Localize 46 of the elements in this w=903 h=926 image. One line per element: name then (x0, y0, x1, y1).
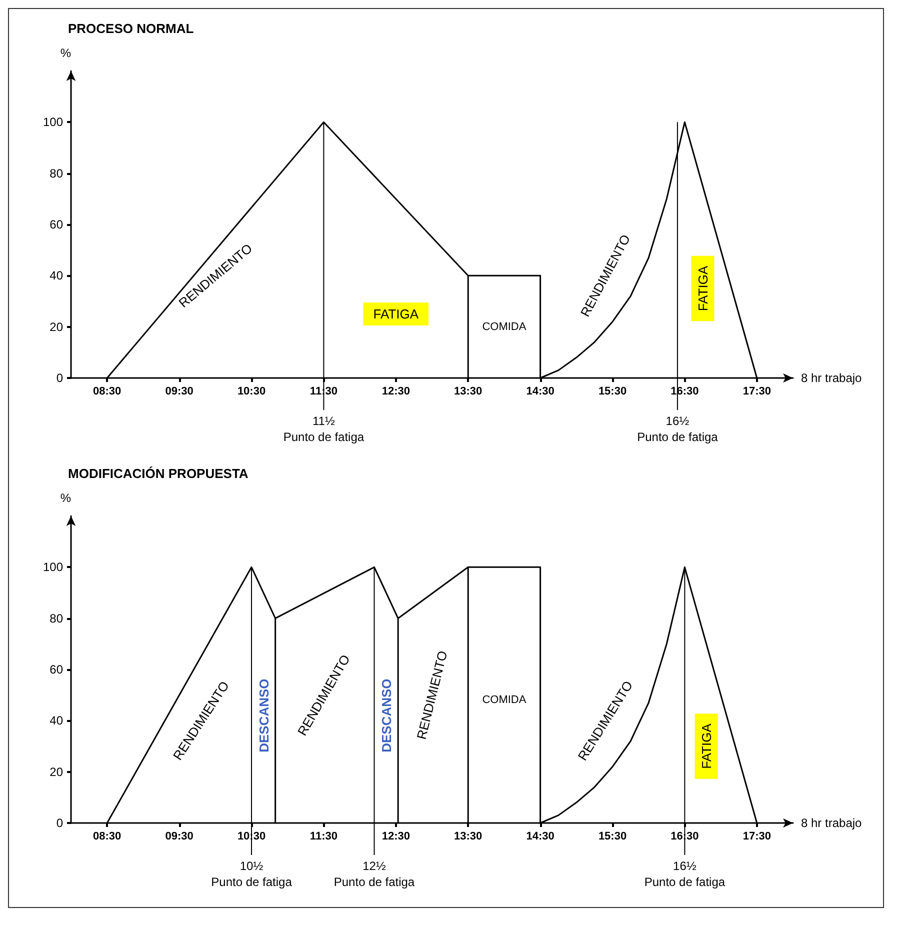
ref-line-label: 16½ Punto de fatiga (637, 414, 718, 444)
x-tick-label: 13:30 (454, 830, 482, 842)
x-tick-label: 14:30 (526, 830, 554, 842)
y-axis-title: % (60, 491, 72, 505)
annotation: FATIGA (695, 265, 710, 312)
x-tick-label: 08:30 (93, 830, 122, 842)
x-tick-label: 09:30 (165, 386, 194, 398)
annotation: FATIGA (698, 723, 714, 769)
y-tick-label: 40 (50, 268, 64, 283)
x-axis-title: 8 hr trabajo (801, 816, 862, 830)
chart-title: MODIFICACIÓN PROPUESTA (68, 466, 249, 481)
chart-title: PROCESO NORMAL (68, 21, 194, 36)
x-tick-label: 14:30 (526, 386, 554, 398)
annotation: DESCANSO (256, 678, 272, 752)
y-tick-label: 60 (50, 662, 64, 676)
annotation: COMIDA (482, 694, 527, 706)
annotation: FATIGA (373, 306, 419, 322)
x-tick-label: 13:30 (454, 386, 482, 398)
x-tick-label: 15:30 (598, 386, 627, 398)
x-tick-label: 10:30 (237, 386, 266, 398)
x-tick-label: 12:30 (382, 386, 410, 398)
x-tick-label: 09:30 (165, 830, 194, 842)
x-tick-label: 17:30 (742, 386, 771, 398)
ref-line-label: 11½ Punto de fatiga (283, 414, 364, 444)
ref-line-label: 16½ Punto de fatiga (644, 859, 726, 889)
annotation: DESCANSO (379, 678, 394, 752)
y-tick-label: 80 (50, 166, 64, 180)
y-tick-label: 0 (56, 816, 64, 830)
y-tick-label: 80 (50, 611, 64, 626)
y-tick-label: 60 (50, 218, 64, 232)
x-tick-label: 11:30 (310, 830, 338, 842)
y-tick-label: 20 (50, 764, 64, 779)
y-tick-label: 100 (42, 560, 64, 574)
ref-line-label: 10½ Punto de fatiga (211, 859, 292, 889)
x-tick-label: 08:30 (93, 386, 122, 398)
y-tick-label: 40 (50, 714, 64, 728)
annotation: COMIDA (482, 320, 527, 333)
y-tick-label: 20 (50, 320, 64, 334)
y-tick-label: 100 (42, 115, 64, 130)
x-axis-title: 8 hr trabajo (801, 371, 862, 385)
y-tick-label: 0 (56, 371, 64, 385)
y-axis-title: % (60, 46, 72, 60)
x-tick-label: 12:30 (382, 830, 410, 842)
ref-line-label: 12½ Punto de fatiga (334, 859, 415, 889)
x-tick-label: 17:30 (742, 830, 771, 842)
x-tick-label: 15:30 (598, 830, 627, 842)
